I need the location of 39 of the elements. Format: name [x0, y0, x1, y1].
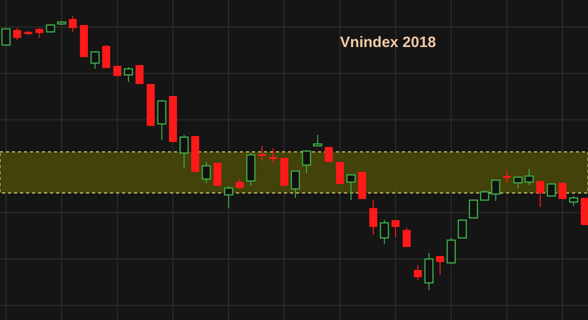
candlestick: [524, 168, 534, 186]
candlestick: [346, 174, 356, 201]
candlestick: [136, 64, 144, 84]
candlestick: [90, 50, 100, 70]
candlestick: [536, 180, 544, 208]
candlestick: [446, 237, 456, 264]
candlestick: [68, 16, 77, 32]
candlestick: [392, 220, 400, 238]
candlestick: [336, 162, 344, 184]
candlestick: [414, 264, 422, 281]
candlestick: [302, 149, 312, 174]
text: Vnindex 2018: [340, 34, 436, 51]
candlestick: [546, 183, 556, 197]
candlestick: [380, 220, 390, 244]
candlestick: [157, 100, 166, 141]
candlestick: [436, 256, 444, 276]
candlestick: [513, 176, 523, 189]
candlestick: [290, 170, 300, 198]
candlestick: [124, 66, 134, 83]
candlestick: [424, 252, 434, 290]
candlestick: [313, 134, 322, 146]
candlestick: [458, 218, 467, 239]
candlestick: [35, 28, 44, 38]
candlestick: [213, 162, 222, 186]
candlestick: [502, 169, 511, 184]
candlestick: [369, 200, 378, 236]
candlestick: [202, 162, 211, 184]
candlestick: [569, 196, 578, 206]
candlestick: [491, 180, 500, 202]
candlestick: [102, 44, 110, 69]
candlestick: [1, 28, 11, 46]
candlestick: [224, 185, 234, 209]
candlestick: [402, 228, 411, 248]
candlestick: [258, 145, 266, 161]
candlestick: [480, 189, 490, 201]
candlestick: [468, 200, 478, 219]
candlestick: [269, 148, 278, 164]
candlestick: [13, 28, 22, 41]
candlestick: [179, 134, 189, 169]
